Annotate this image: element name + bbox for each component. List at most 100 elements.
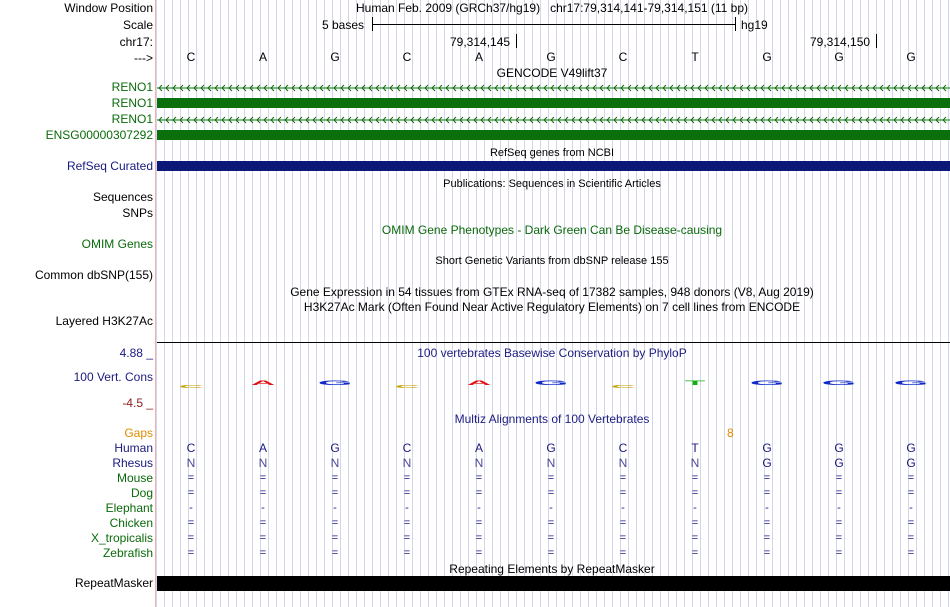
reference-base: G bbox=[546, 50, 556, 64]
alignment-base-mouse: = bbox=[547, 472, 555, 484]
phylop-base-logo[interactable]: C A GC A GC T G G G bbox=[157, 372, 950, 400]
grid-line bbox=[212, 0, 213, 607]
refseq-track-title: RefSeq genes from NCBI bbox=[489, 147, 615, 159]
alignment-base-chicken: = bbox=[907, 517, 915, 529]
reference-base: A bbox=[474, 50, 484, 64]
phylop-logo-letter: G bbox=[894, 379, 929, 386]
gaps-count: 8 bbox=[727, 426, 734, 440]
alignment-base-zebrafish: = bbox=[403, 547, 411, 559]
grid-line bbox=[516, 0, 517, 607]
grid-line bbox=[948, 0, 949, 607]
track-label-repeatmasker[interactable]: RepeatMasker bbox=[74, 576, 153, 590]
reno1-transcript-3[interactable] bbox=[157, 114, 950, 126]
track-label-gaps[interactable]: Gaps bbox=[124, 426, 153, 440]
grid-line bbox=[676, 0, 677, 607]
species-label-mouse[interactable]: Mouse bbox=[116, 471, 153, 485]
phylop-logo-letter: A bbox=[251, 380, 275, 387]
alignment-base-rhesus: N bbox=[186, 456, 196, 470]
grid-line bbox=[876, 0, 877, 607]
grid-line bbox=[444, 0, 445, 607]
grid-line bbox=[156, 0, 157, 607]
alignment-base-chicken: = bbox=[835, 517, 843, 529]
reno1-transcript-1[interactable] bbox=[157, 82, 950, 94]
alignment-base-rhesus: G bbox=[834, 456, 844, 470]
alignment-base-human: G bbox=[546, 441, 556, 455]
grid-line bbox=[364, 0, 365, 607]
alignment-base-x-tropicalis: = bbox=[331, 532, 339, 544]
alignment-base-elephant: - bbox=[405, 502, 409, 514]
species-label-elephant[interactable]: Elephant bbox=[105, 501, 153, 515]
alignment-base-human: G bbox=[330, 441, 340, 455]
species-label-x-tropicalis[interactable]: X_tropicalis bbox=[90, 531, 153, 545]
reno1-transcript-2[interactable] bbox=[157, 98, 950, 108]
grid-line bbox=[524, 0, 525, 607]
multiz-track-title: Multiz Alignments of 100 Vertebrates bbox=[454, 412, 650, 426]
grid-line bbox=[276, 0, 277, 607]
grid-line bbox=[172, 0, 173, 607]
grid-line bbox=[780, 0, 781, 607]
grid-line bbox=[284, 0, 285, 607]
grid-line bbox=[420, 0, 421, 607]
grid-line bbox=[788, 0, 789, 607]
track-label-sequences[interactable]: Sequences bbox=[92, 190, 153, 204]
grid-line bbox=[908, 0, 909, 607]
repeatmasker-element[interactable] bbox=[157, 576, 950, 591]
phylop-track-title: 100 vertebrates Basewise Conservation by… bbox=[417, 346, 687, 360]
alignment-base-chicken: = bbox=[475, 517, 483, 529]
track-label-layered-h3k27ac[interactable]: Layered H3K27Ac bbox=[55, 314, 153, 328]
alignment-base-human: A bbox=[258, 441, 268, 455]
alignment-base-mouse: = bbox=[331, 472, 339, 484]
grid-line bbox=[204, 0, 205, 607]
alignment-base-human: G bbox=[762, 441, 772, 455]
reference-base: G bbox=[330, 50, 340, 64]
species-label-rhesus[interactable]: Rhesus bbox=[112, 456, 153, 470]
species-label-dog[interactable]: Dog bbox=[130, 486, 153, 500]
alignment-base-elephant: - bbox=[693, 502, 697, 514]
grid-line bbox=[164, 0, 165, 607]
grid-line bbox=[308, 0, 309, 607]
alignment-base-x-tropicalis: = bbox=[907, 532, 915, 544]
grid-line bbox=[924, 0, 925, 607]
alignment-base-rhesus: N bbox=[258, 456, 268, 470]
species-label-zebrafish[interactable]: Zebrafish bbox=[102, 546, 153, 560]
ensg-transcript[interactable] bbox=[157, 130, 950, 140]
grid-line bbox=[716, 0, 717, 607]
refseq-transcript[interactable] bbox=[157, 161, 950, 171]
alignment-base-elephant: - bbox=[621, 502, 625, 514]
reference-base: G bbox=[906, 50, 916, 64]
alignment-base-elephant: - bbox=[189, 502, 193, 514]
reference-base: G bbox=[762, 50, 772, 64]
alignment-base-dog: = bbox=[907, 487, 915, 499]
grid-line bbox=[492, 0, 493, 607]
track-label-ensg[interactable]: ENSG00000307292 bbox=[45, 128, 153, 142]
alignment-base-dog: = bbox=[475, 487, 483, 499]
track-label-reno1-3[interactable]: RENO1 bbox=[111, 112, 153, 126]
grid-line bbox=[836, 0, 837, 607]
grid-line bbox=[188, 0, 189, 607]
h3k27ac-track-title: H3K27Ac Mark (Often Found Near Active Re… bbox=[303, 300, 801, 314]
species-label-chicken[interactable]: Chicken bbox=[109, 516, 153, 530]
grid-line bbox=[740, 0, 741, 607]
track-label-omim-genes[interactable]: OMIM Genes bbox=[81, 237, 153, 251]
alignment-base-rhesus: N bbox=[330, 456, 340, 470]
track-label-refseq-curated[interactable]: RefSeq Curated bbox=[66, 159, 153, 173]
grid-line bbox=[532, 0, 533, 607]
alignment-base-chicken: = bbox=[691, 517, 699, 529]
grid-line bbox=[892, 0, 893, 607]
alignment-base-chicken: = bbox=[763, 517, 771, 529]
track-label-100-vert-cons[interactable]: 100 Vert. Cons bbox=[73, 370, 153, 384]
track-label-common-dbsnp[interactable]: Common dbSNP(155) bbox=[34, 268, 153, 282]
track-label-reno1-1[interactable]: RENO1 bbox=[111, 80, 153, 94]
publications-track-title: Publications: Sequences in Scientific Ar… bbox=[443, 178, 661, 190]
alignment-base-elephant: - bbox=[549, 502, 553, 514]
alignment-base-x-tropicalis: = bbox=[691, 532, 699, 544]
grid-line bbox=[844, 0, 845, 607]
alignment-base-mouse: = bbox=[475, 472, 483, 484]
alignment-base-rhesus: N bbox=[618, 456, 628, 470]
grid-line bbox=[652, 0, 653, 607]
track-label-reno1-2[interactable]: RENO1 bbox=[111, 96, 153, 110]
species-label-human[interactable]: Human bbox=[114, 441, 153, 455]
reference-base: G bbox=[834, 50, 844, 64]
track-label-snps[interactable]: SNPs bbox=[122, 206, 153, 220]
